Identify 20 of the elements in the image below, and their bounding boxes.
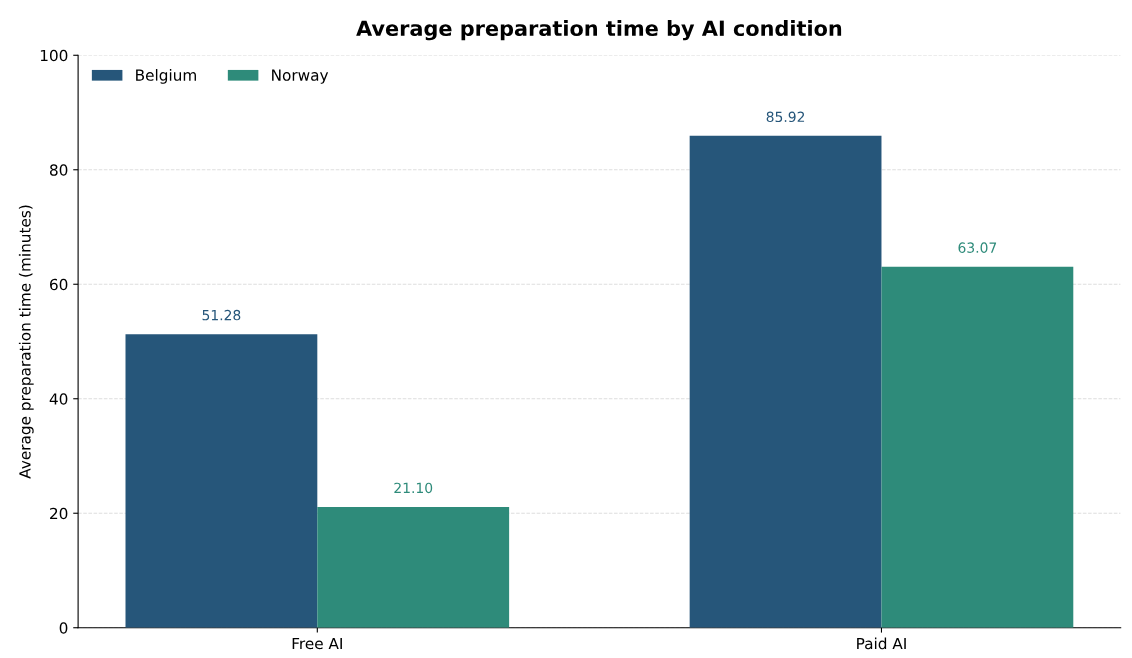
bar (125, 334, 318, 628)
data-label: 21.10 (394, 482, 433, 494)
legend-label: Belgium (136, 69, 196, 84)
y-tick-label: 80 (49, 164, 68, 176)
y-tick-label: 20 (50, 507, 68, 520)
bar (689, 135, 882, 628)
y-tick-label: 0 (59, 622, 68, 634)
data-label: 85.92 (766, 111, 805, 123)
data-label: 51.28 (202, 309, 241, 321)
y-tick-label: 40 (49, 393, 68, 405)
data-label: 63.07 (958, 242, 997, 253)
bar (317, 506, 510, 628)
x-tick-label: Free AI (292, 637, 342, 650)
y-tick-label: 100 (40, 49, 68, 62)
x-tick-label: Paid AI (857, 637, 906, 650)
chart-title: Average preparation time by AI condition (356, 20, 842, 41)
y-tick-label: 60 (50, 278, 68, 291)
bar (881, 266, 1074, 628)
y-axis-title: Average preparation time (minutes) (18, 205, 34, 479)
legend-label: Norway (272, 69, 329, 84)
